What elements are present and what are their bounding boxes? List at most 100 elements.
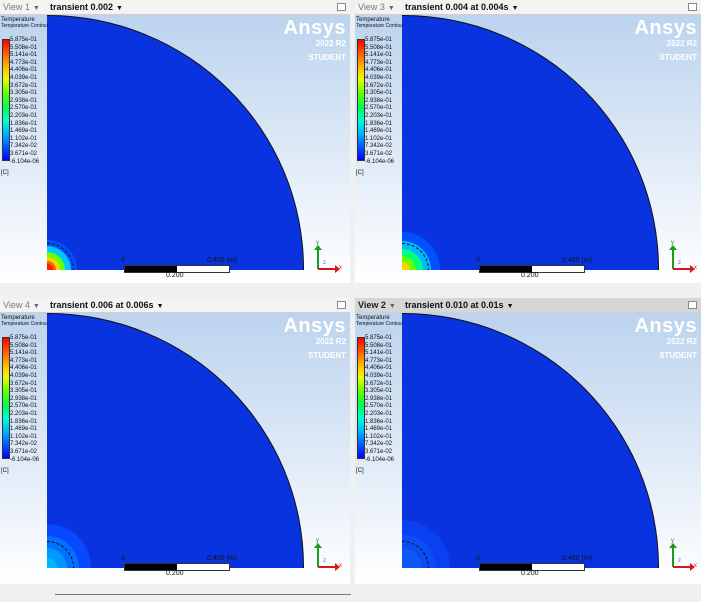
ansys-logo: Ansys 2022 R2 STUDENT — [634, 18, 697, 62]
view-header: View 3 ▼ transient 0.004 at 0.004s ▼ — [355, 0, 701, 15]
legend-tick: 5.508e-01 — [365, 342, 393, 349]
legend-title: Temperature — [356, 17, 390, 23]
legend-ticks: 5.875e-01 5.508e-01 5.141e-01 4.773e-01 4.40… — [10, 37, 39, 166]
legend-tick: 1.102e-01 — [10, 135, 38, 142]
legend-tick: 4.773e-01 — [10, 59, 38, 66]
chevron-down-icon[interactable]: ▼ — [32, 5, 40, 12]
logo-brand: Ansys — [634, 315, 697, 337]
legend-tick: 2.938e-01 — [365, 97, 393, 104]
scale-bar — [124, 563, 230, 571]
x-axis-label: x — [339, 265, 342, 271]
legend-tick: 4.406e-01 — [365, 67, 393, 74]
viewport-1[interactable]: View 1 ▼ transient 0.002 ▼ Temperature Tem… — [0, 0, 350, 283]
view-title-dropdown[interactable]: transient 0.002 ▼ — [50, 2, 123, 12]
logo-version: 2022 R2 — [315, 39, 346, 48]
legend-tick: 1.836e-01 — [10, 418, 38, 425]
maximize-icon[interactable] — [337, 3, 346, 11]
status-divider — [55, 594, 351, 595]
chevron-down-icon[interactable]: ▼ — [387, 5, 395, 12]
view-title-dropdown[interactable]: transient 0.010 at 0.01s ▼ — [405, 300, 514, 310]
legend-tick: 4.039e-01 — [10, 74, 38, 81]
legend-tick: 1.102e-01 — [365, 135, 393, 142]
graphics-canvas[interactable]: Temperature Temperature Contour 5.875e-0… — [355, 15, 701, 283]
legend-unit: [C] — [1, 468, 9, 474]
legend-tick: 2.570e-01 — [10, 105, 38, 112]
legend-tick: 3.671e-02 — [365, 150, 393, 157]
maximize-icon[interactable] — [688, 3, 697, 11]
legend-tick: 4.039e-01 — [365, 74, 393, 81]
legend-tick: 2.570e-01 — [365, 403, 393, 410]
x-axis-arrow — [673, 563, 695, 571]
viewport-2[interactable]: View 3 ▼ transient 0.004 at 0.004s ▼ Tempe… — [355, 0, 701, 283]
legend-subtitle: Temperature Contour — [1, 321, 49, 327]
legend-tick: 7.342e-02 — [10, 441, 38, 448]
legend-tick: 4.406e-01 — [10, 365, 38, 372]
graphics-canvas[interactable]: Temperature Temperature Contour 5.875e-0… — [0, 313, 350, 584]
view-header: View 4 ▼ transient 0.006 at 0.006s ▼ — [0, 298, 350, 313]
legend-tick: 4.773e-01 — [365, 59, 393, 66]
chevron-down-icon[interactable]: ▼ — [511, 5, 519, 12]
color-legend-bar — [2, 39, 10, 161]
legend-tick: 2.938e-01 — [10, 97, 38, 104]
view-title-dropdown[interactable]: transient 0.004 at 0.004s ▼ — [405, 2, 519, 12]
viewport-3[interactable]: View 4 ▼ transient 0.006 at 0.006s ▼ Tempe… — [0, 298, 350, 584]
chevron-down-icon[interactable]: ▼ — [388, 303, 396, 310]
legend-tick: 4.039e-01 — [10, 372, 38, 379]
legend-ticks: 5.875e-01 5.508e-01 5.141e-01 4.773e-01 4.40… — [365, 335, 394, 464]
x-axis-arrow — [318, 563, 340, 571]
view-name-dropdown[interactable]: View 2 ▼ — [358, 300, 396, 310]
legend-tick: 2.203e-01 — [10, 112, 38, 119]
x-axis-label: x — [694, 265, 697, 271]
y-axis-label: y — [671, 240, 674, 246]
legend-tick: 4.406e-01 — [10, 67, 38, 74]
legend-tick: 3.671e-02 — [365, 448, 393, 455]
x-axis-label: x — [694, 563, 697, 569]
legend-ticks: 5.875e-01 5.508e-01 5.141e-01 4.773e-01 4.40… — [365, 37, 394, 166]
quarter-disc-model — [47, 15, 304, 270]
graphics-canvas[interactable]: Temperature Temperature Contour 5.875e-0… — [355, 313, 701, 584]
scale-mid-label: 0.200 — [166, 570, 184, 577]
scale-mid-label: 0.200 — [166, 272, 184, 279]
scale-end-label: 0.400 (m) — [207, 257, 237, 264]
y-axis-label: y — [671, 538, 674, 544]
legend-tick: 4.039e-01 — [365, 372, 393, 379]
legend-tick: 1.469e-01 — [10, 128, 38, 135]
legend-tick: 5.141e-01 — [365, 350, 393, 357]
viewport-4[interactable]: View 2 ▼ transient 0.010 at 0.01s ▼ Temper… — [355, 298, 701, 584]
view-name-dropdown[interactable]: View 1 ▼ — [3, 2, 40, 12]
legend-tick: 7.342e-02 — [365, 441, 393, 448]
logo-edition: STUDENT — [308, 351, 346, 360]
axis-triad: y x z — [312, 538, 342, 573]
chevron-down-icon[interactable]: ▼ — [116, 5, 123, 12]
legend-tick: -6.104e-06 — [365, 456, 395, 463]
maximize-icon[interactable] — [337, 301, 346, 309]
view-name-dropdown[interactable]: View 3 ▼ — [358, 2, 395, 12]
graphics-canvas[interactable]: Temperature Temperature Contour 5.875e-0… — [0, 15, 350, 283]
legend-tick: 1.836e-01 — [365, 418, 393, 425]
view-name-dropdown[interactable]: View 4 ▼ — [3, 300, 40, 310]
legend-subtitle: Temperature Contour — [1, 23, 49, 29]
quarter-disc-model — [47, 313, 304, 568]
quarter-disc-model — [402, 15, 659, 270]
scale-end-label: 0.400 (m) — [562, 257, 592, 264]
logo-version: 2022 R2 — [666, 337, 697, 346]
chevron-down-icon[interactable]: ▼ — [32, 303, 40, 310]
legend-tick: 4.773e-01 — [10, 357, 38, 364]
y-axis-label: y — [316, 538, 319, 544]
view-title-dropdown[interactable]: transient 0.006 at 0.006s ▼ — [50, 300, 164, 310]
scale-mid-label: 0.200 — [521, 272, 539, 279]
legend-tick: 3.672e-01 — [365, 380, 393, 387]
axis-triad: y x z — [667, 538, 697, 573]
chevron-down-icon[interactable]: ▼ — [156, 303, 164, 310]
view-header: View 1 ▼ transient 0.002 ▼ — [0, 0, 350, 15]
scale-start-label: 0 — [476, 555, 480, 562]
chevron-down-icon[interactable]: ▼ — [506, 303, 514, 310]
scale-mid-label: 0.200 — [521, 570, 539, 577]
ansys-logo: Ansys 2022 R2 STUDENT — [283, 316, 346, 360]
legend-tick: 3.672e-01 — [10, 82, 38, 89]
scale-end-label: 0.400 (m) — [562, 555, 592, 562]
maximize-icon[interactable] — [688, 301, 697, 309]
legend-tick: 5.508e-01 — [365, 44, 393, 51]
y-axis-arrow — [314, 543, 322, 567]
legend-subtitle: Temperature Contour — [356, 321, 404, 327]
